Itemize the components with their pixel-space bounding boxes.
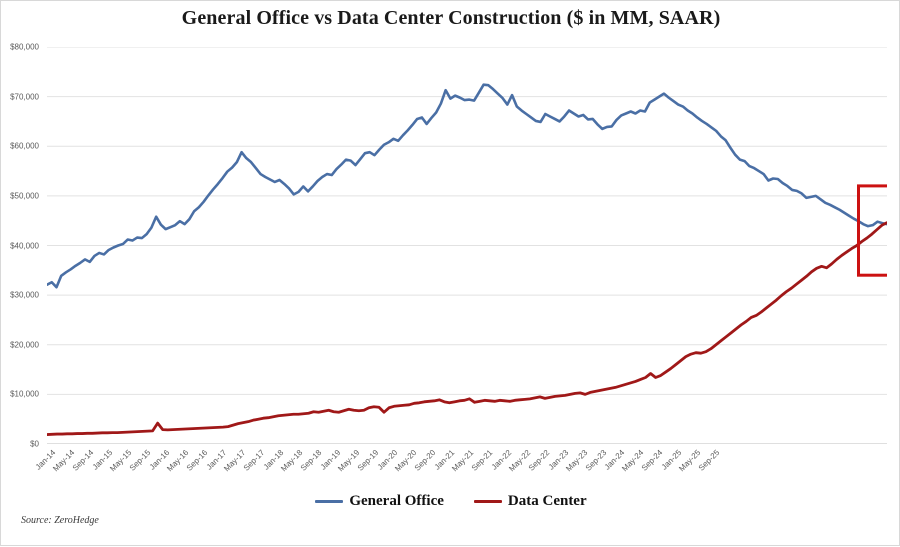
legend-item-general-office: General Office	[315, 493, 444, 510]
source-note: Source: ZeroHedge	[21, 515, 99, 526]
y-tick-label: $70,000	[10, 92, 39, 102]
y-tick-label: $20,000	[10, 340, 39, 350]
chart-canvas	[47, 47, 887, 444]
page-title: General Office vs Data Center Constructi…	[181, 7, 721, 29]
plot-area	[47, 47, 887, 444]
legend-label-general-office: General Office	[349, 493, 444, 509]
y-tick-label: $30,000	[10, 290, 39, 300]
series-line-general-office	[47, 83, 887, 289]
y-tick-label: $80,000	[10, 42, 39, 52]
legend-swatch-general-office	[315, 500, 344, 503]
series-line-data-center	[47, 221, 887, 436]
y-tick-label: $60,000	[10, 141, 39, 151]
legend-item-data-center: Data Center	[473, 493, 587, 510]
crossover-highlight-box	[857, 184, 887, 277]
legend-swatch-data-center	[473, 500, 502, 503]
y-tick-label: $50,000	[10, 191, 39, 201]
y-tick-label: $10,000	[10, 389, 39, 399]
x-axis-label-group: Jan-14 May-14 Sep-14 Jan-15 May-15 Sep-15 Jan-…	[1, 448, 900, 493]
legend-label-data-center: Data Center	[507, 493, 587, 509]
gridlines	[47, 47, 887, 444]
chart-legend: General Office Data Center	[1, 493, 900, 510]
y-tick-label: $40,000	[10, 241, 39, 250]
